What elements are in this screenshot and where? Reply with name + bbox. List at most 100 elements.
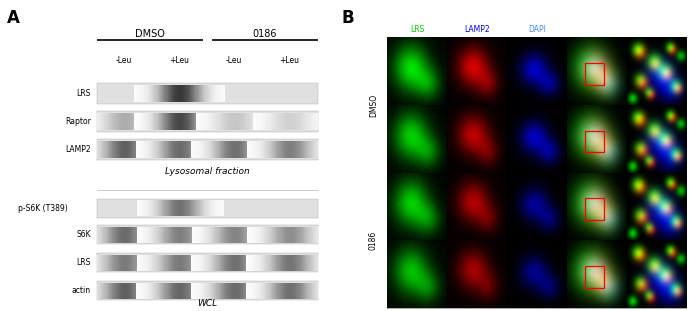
Bar bbox=[139, 283, 140, 299]
Bar bbox=[252, 113, 253, 130]
Bar bbox=[246, 141, 248, 158]
Bar bbox=[179, 255, 180, 271]
Bar bbox=[113, 283, 115, 299]
Bar bbox=[135, 227, 137, 243]
Bar bbox=[246, 227, 248, 243]
Bar bbox=[201, 113, 202, 130]
Bar bbox=[210, 227, 211, 243]
Bar bbox=[199, 141, 200, 158]
Bar bbox=[201, 113, 202, 130]
Bar bbox=[130, 227, 131, 243]
Bar bbox=[214, 255, 215, 271]
Bar bbox=[287, 283, 288, 299]
Bar bbox=[199, 255, 200, 271]
Bar bbox=[130, 141, 131, 158]
Bar bbox=[250, 227, 252, 243]
Bar bbox=[164, 85, 166, 102]
Bar bbox=[141, 141, 142, 158]
Bar bbox=[158, 227, 159, 243]
Text: LAMP2: LAMP2 bbox=[464, 25, 490, 34]
Bar bbox=[263, 113, 264, 130]
Bar bbox=[232, 113, 233, 130]
Bar bbox=[150, 141, 151, 158]
Bar bbox=[151, 113, 152, 130]
Bar bbox=[158, 255, 159, 271]
Bar bbox=[168, 141, 169, 158]
Bar bbox=[250, 227, 252, 243]
Bar bbox=[129, 283, 130, 299]
Bar bbox=[312, 283, 313, 299]
Bar bbox=[139, 255, 140, 271]
Bar bbox=[142, 227, 144, 243]
Bar bbox=[118, 113, 119, 130]
Bar bbox=[213, 283, 214, 299]
Bar bbox=[208, 283, 210, 299]
Bar bbox=[306, 283, 307, 299]
Bar bbox=[169, 141, 170, 158]
Bar bbox=[97, 283, 98, 299]
Bar bbox=[221, 255, 222, 271]
Bar bbox=[146, 200, 148, 216]
Bar bbox=[254, 227, 255, 243]
Bar bbox=[109, 141, 110, 158]
Bar bbox=[192, 141, 193, 158]
Bar bbox=[201, 255, 202, 271]
Bar bbox=[162, 113, 164, 130]
Bar bbox=[206, 200, 208, 216]
Bar bbox=[197, 141, 199, 158]
Bar bbox=[128, 255, 129, 271]
Bar bbox=[111, 283, 112, 299]
Bar bbox=[113, 227, 115, 243]
Bar bbox=[305, 255, 306, 271]
Bar bbox=[199, 141, 200, 158]
Bar bbox=[160, 227, 161, 243]
Bar bbox=[157, 283, 158, 299]
Bar bbox=[124, 113, 126, 130]
Bar bbox=[308, 283, 310, 299]
Bar bbox=[264, 255, 265, 271]
Bar bbox=[308, 113, 310, 130]
Bar bbox=[140, 283, 141, 299]
Bar bbox=[127, 255, 128, 271]
Text: Lysosomal fraction: Lysosomal fraction bbox=[165, 167, 250, 176]
Bar bbox=[303, 255, 304, 271]
Bar bbox=[166, 141, 168, 158]
Bar bbox=[302, 283, 303, 299]
Bar bbox=[212, 283, 213, 299]
Bar bbox=[97, 281, 318, 300]
Bar bbox=[315, 227, 316, 243]
Bar bbox=[173, 113, 175, 130]
Bar bbox=[181, 255, 182, 271]
Bar bbox=[204, 200, 206, 216]
Bar bbox=[263, 227, 264, 243]
Bar bbox=[191, 283, 192, 299]
Bar bbox=[152, 113, 153, 130]
Bar bbox=[257, 141, 259, 158]
Bar bbox=[308, 255, 310, 271]
Bar bbox=[117, 141, 118, 158]
Bar bbox=[122, 113, 124, 130]
Bar bbox=[130, 283, 131, 299]
Bar bbox=[248, 113, 250, 130]
Bar bbox=[214, 200, 215, 216]
Bar bbox=[259, 141, 261, 158]
Bar bbox=[293, 255, 294, 271]
Bar bbox=[224, 227, 225, 243]
Bar bbox=[175, 113, 177, 130]
Bar bbox=[242, 283, 243, 299]
Bar bbox=[296, 113, 297, 130]
Bar bbox=[266, 283, 268, 299]
Bar bbox=[193, 227, 195, 243]
Bar bbox=[226, 283, 228, 299]
Bar bbox=[193, 113, 195, 130]
Bar bbox=[175, 141, 177, 158]
Bar bbox=[124, 141, 126, 158]
Bar bbox=[255, 113, 256, 130]
Bar bbox=[228, 255, 230, 271]
Bar bbox=[288, 255, 290, 271]
Bar bbox=[164, 200, 166, 216]
Bar bbox=[164, 227, 166, 243]
Bar bbox=[272, 227, 273, 243]
Bar bbox=[255, 255, 256, 271]
Bar bbox=[212, 255, 213, 271]
